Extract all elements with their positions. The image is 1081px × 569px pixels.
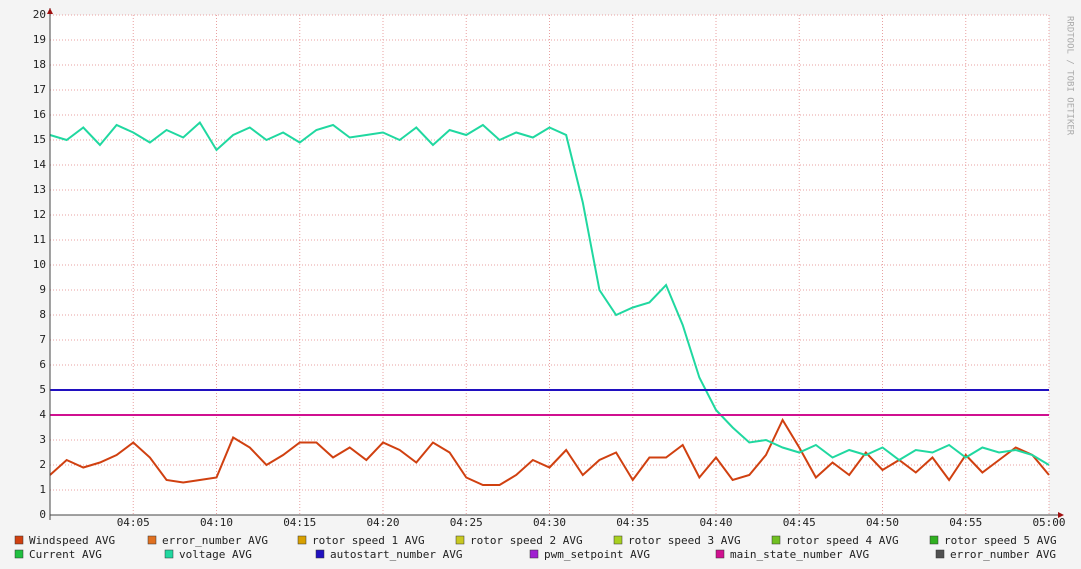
x-tick-label: 04:40 [699, 516, 732, 529]
legend-swatch [455, 535, 465, 545]
legend-label: rotor speed 5 AVG [944, 534, 1057, 547]
x-tick-label: 04:30 [533, 516, 566, 529]
y-tick-label: 12 [33, 208, 46, 221]
x-tick-label: 04:35 [616, 516, 649, 529]
y-tick-label: 1 [39, 483, 46, 496]
legend-label: voltage AVG [179, 548, 252, 561]
y-tick-label: 6 [39, 358, 46, 371]
legend-label: rotor speed 3 AVG [628, 534, 741, 547]
x-arrow [1058, 512, 1064, 518]
y-tick-label: 13 [33, 183, 46, 196]
legend-label: rotor speed 4 AVG [786, 534, 899, 547]
watermark: RRDTOOL / TOBI OETIKER [1065, 16, 1075, 136]
legend-swatch [929, 535, 939, 545]
x-tick-label: 04:55 [949, 516, 982, 529]
marks [49, 120, 1050, 486]
legend-swatch [147, 535, 157, 545]
x-tick-label: 04:45 [783, 516, 816, 529]
legend-label: pwm_setpoint AVG [544, 548, 650, 561]
legend-swatch [529, 549, 539, 559]
y-arrow [47, 8, 53, 14]
y-tick-label: 16 [33, 108, 46, 121]
legend-swatch [164, 549, 174, 559]
y-tick-label: 0 [39, 508, 46, 521]
series-line [49, 120, 1050, 466]
y-tick-label: 17 [33, 83, 46, 96]
y-tick-label: 3 [39, 433, 46, 446]
legend-swatch [315, 549, 325, 559]
y-tick-label: 7 [39, 333, 46, 346]
y-tick-label: 20 [33, 8, 46, 21]
y-tick-label: 19 [33, 33, 46, 46]
y-tick-label: 5 [39, 383, 46, 396]
x-tick-label: 04:20 [366, 516, 399, 529]
x-tick-label: 05:00 [1032, 516, 1065, 529]
y-tick-label: 2 [39, 458, 46, 471]
legend-swatch [14, 535, 24, 545]
legend-label: error_number AVG [162, 534, 268, 547]
legend-label: error_number AVG [950, 548, 1056, 561]
legend-label: main_state_number AVG [730, 548, 869, 561]
legend-label: rotor speed 1 AVG [312, 534, 425, 547]
y-tick-label: 15 [33, 133, 46, 146]
legend-swatch [14, 549, 24, 559]
series-line [49, 417, 1050, 486]
x-tick-label: 04:10 [200, 516, 233, 529]
legend-swatch [297, 535, 307, 545]
y-tick-label: 4 [39, 408, 46, 421]
grid [50, 14, 1050, 516]
x-tick-label: 04:05 [117, 516, 150, 529]
x-tick-label: 04:15 [283, 516, 316, 529]
legend-label: Current AVG [29, 548, 102, 561]
y-tick-label: 10 [33, 258, 46, 271]
legend-label: Windspeed AVG [29, 534, 115, 547]
legend-swatch [715, 549, 725, 559]
y-tick-label: 11 [33, 233, 46, 246]
legend-swatch [613, 535, 623, 545]
legend-swatch [935, 549, 945, 559]
x-tick-label: 04:50 [866, 516, 899, 529]
legend-swatch [771, 535, 781, 545]
legend-label: autostart_number AVG [330, 548, 462, 561]
y-tick-label: 8 [39, 308, 46, 321]
legend-label: rotor speed 2 AVG [470, 534, 583, 547]
y-tick-label: 14 [33, 158, 47, 171]
y-tick-label: 18 [33, 58, 46, 71]
x-tick-label: 04:25 [450, 516, 483, 529]
y-tick-label: 9 [39, 283, 46, 296]
